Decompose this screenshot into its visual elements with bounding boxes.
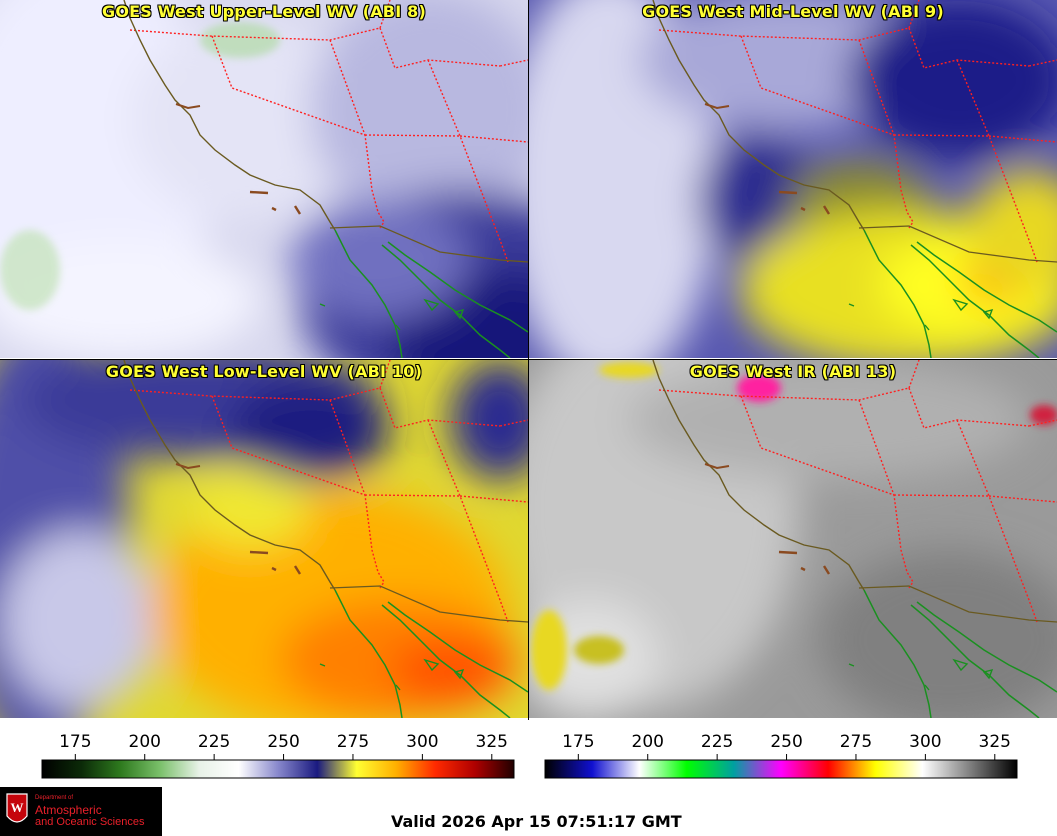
upper-level-wv-title: GOES West Upper-Level WV (ABI 8) [102,2,426,21]
wv-tick-label: 325 [476,732,508,752]
wv-tick-label: 225 [198,732,230,752]
wv-colorbar: 175 200 225 250 275 300 325 [41,722,515,782]
wv-tick-label: 175 [59,732,91,752]
panel-divider-vertical [528,0,529,720]
wv-colorbar-svg: 175 200 225 250 275 300 325 [41,732,515,779]
wv-tick-label: 200 [129,732,161,752]
logo-line-1: Department of [35,795,74,801]
aos-logo: W Department of Atmospheric and Oceanic … [0,787,162,836]
ir-tick-label: 300 [909,732,941,752]
ir-tick-label: 200 [632,732,664,752]
ir-title: GOES West IR (ABI 13) [689,362,897,381]
ir-panel: GOES West IR (ABI 13) [529,360,1057,718]
ir-tick-label: 250 [770,732,802,752]
logo-line-2: Atmospheric [35,803,102,817]
ir-tick-label: 225 [701,732,733,752]
wv-tick-label: 300 [406,732,438,752]
valid-time-label: Valid 2026 Apr 15 07:51:17 GMT [391,812,682,831]
svg-text:W: W [11,800,24,815]
uw-crest-icon: W [6,793,28,823]
ir-colorbar-svg: 175 200 225 250 275 300 325 [544,732,1018,779]
panel-divider-horizontal [0,359,1057,360]
upper-level-wv-image [0,0,528,358]
low-level-wv-panel: GOES West Low-Level WV (ABI 10) [0,360,528,718]
wv-tick-label: 250 [267,732,299,752]
ir-colorbar: 175 200 225 250 275 300 325 [544,722,1018,782]
mid-level-wv-image [529,0,1057,358]
wv-tick-label: 275 [337,732,369,752]
low-level-wv-image [0,360,528,718]
upper-level-wv-panel: GOES West Upper-Level WV (ABI 8) [0,0,528,358]
ir-tick-label: 275 [840,732,872,752]
logo-line-3: and Oceanic Sciences [35,816,145,828]
mid-level-wv-title: GOES West Mid-Level WV (ABI 9) [642,2,944,21]
ir-tick-label: 325 [979,732,1011,752]
ir-tick-label: 175 [562,732,594,752]
ir-image [529,360,1057,718]
mid-level-wv-panel: GOES West Mid-Level WV (ABI 9) [529,0,1057,358]
low-level-wv-title: GOES West Low-Level WV (ABI 10) [105,362,423,381]
